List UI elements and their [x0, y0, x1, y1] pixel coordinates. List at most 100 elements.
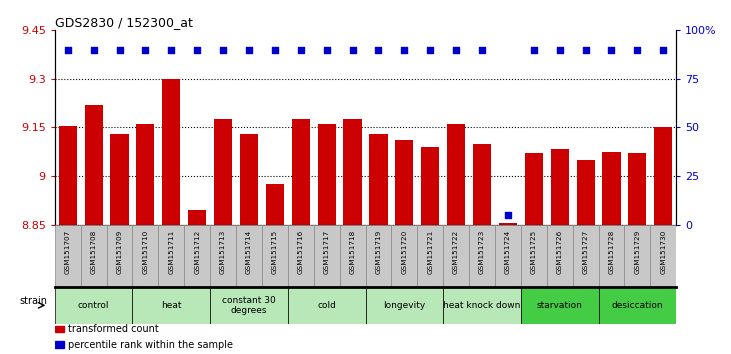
Bar — [211, 287, 288, 324]
Bar — [628, 153, 646, 225]
Bar — [262, 225, 288, 287]
Bar — [314, 225, 340, 287]
Point — [165, 47, 177, 52]
Bar — [550, 149, 569, 225]
Point — [502, 212, 514, 218]
Bar — [292, 119, 310, 225]
Point — [450, 47, 462, 52]
Text: GSM151730: GSM151730 — [660, 230, 666, 274]
Bar — [236, 225, 262, 287]
Bar — [344, 119, 362, 225]
Point — [476, 47, 488, 52]
Text: starvation: starvation — [537, 301, 583, 310]
Text: GSM151713: GSM151713 — [220, 230, 226, 274]
Point — [657, 47, 669, 52]
Text: GSM151707: GSM151707 — [65, 230, 71, 274]
Bar — [107, 225, 132, 287]
Point — [140, 47, 151, 52]
Bar — [288, 225, 314, 287]
Point — [605, 47, 617, 52]
Bar — [654, 127, 673, 225]
Bar — [366, 287, 443, 324]
Bar — [624, 225, 651, 287]
Bar — [421, 147, 439, 225]
Bar — [599, 225, 624, 287]
Bar — [369, 134, 387, 225]
Point — [114, 47, 126, 52]
Bar — [525, 153, 543, 225]
Bar — [85, 105, 103, 225]
Point — [243, 47, 255, 52]
Point — [269, 47, 281, 52]
Bar — [521, 225, 547, 287]
Bar — [80, 225, 107, 287]
Bar — [443, 287, 520, 324]
Point — [528, 47, 539, 52]
Point — [580, 47, 591, 52]
Text: GSM151721: GSM151721 — [427, 230, 433, 274]
Bar — [473, 144, 491, 225]
Point — [62, 47, 74, 52]
Text: strain: strain — [19, 296, 48, 306]
Text: GSM151722: GSM151722 — [453, 230, 459, 274]
Text: GSM151710: GSM151710 — [143, 230, 148, 274]
Bar — [266, 184, 284, 225]
Bar — [159, 225, 184, 287]
Bar — [499, 223, 517, 225]
Bar — [162, 79, 181, 225]
Text: cold: cold — [317, 301, 336, 310]
Point — [373, 47, 385, 52]
Bar — [395, 141, 414, 225]
Text: GSM151708: GSM151708 — [91, 230, 96, 274]
Text: GSM151720: GSM151720 — [401, 230, 407, 274]
Bar — [391, 225, 417, 287]
Text: GSM151727: GSM151727 — [583, 230, 588, 274]
Text: constant 30
degrees: constant 30 degrees — [222, 296, 276, 315]
Bar — [651, 225, 676, 287]
Bar — [443, 225, 469, 287]
Bar — [137, 124, 154, 225]
Bar — [288, 287, 366, 324]
Text: control: control — [78, 301, 110, 310]
Bar — [547, 225, 572, 287]
Text: GSM151716: GSM151716 — [298, 230, 304, 274]
Bar — [214, 119, 232, 225]
Bar — [577, 160, 594, 225]
Text: heat: heat — [161, 301, 181, 310]
Text: GSM151719: GSM151719 — [376, 230, 382, 274]
Point — [554, 47, 566, 52]
Bar — [317, 124, 336, 225]
Bar — [211, 225, 236, 287]
Bar — [188, 210, 206, 225]
Bar — [132, 287, 211, 324]
Text: longevity: longevity — [383, 301, 425, 310]
Text: GDS2830 / 152300_at: GDS2830 / 152300_at — [55, 16, 193, 29]
Bar — [56, 341, 64, 348]
Bar — [132, 225, 159, 287]
Bar — [572, 225, 599, 287]
Text: GSM151718: GSM151718 — [349, 230, 355, 274]
Text: transformed count: transformed count — [69, 324, 159, 334]
Text: GSM151715: GSM151715 — [272, 230, 278, 274]
Bar — [521, 287, 599, 324]
Bar — [366, 225, 391, 287]
Text: GSM151709: GSM151709 — [116, 230, 123, 274]
Bar — [55, 225, 80, 287]
Point — [295, 47, 306, 52]
Point — [425, 47, 436, 52]
Bar — [184, 225, 211, 287]
Text: heat knock down: heat knock down — [443, 301, 520, 310]
Point — [632, 47, 643, 52]
Point — [217, 47, 229, 52]
Point — [88, 47, 99, 52]
Point — [192, 47, 203, 52]
Bar — [56, 326, 64, 332]
Bar — [447, 124, 465, 225]
Text: GSM151723: GSM151723 — [479, 230, 485, 274]
Point — [346, 47, 358, 52]
Text: GSM151714: GSM151714 — [246, 230, 252, 274]
Bar — [495, 225, 520, 287]
Bar — [417, 225, 443, 287]
Text: GSM151711: GSM151711 — [168, 230, 174, 274]
Bar — [55, 287, 132, 324]
